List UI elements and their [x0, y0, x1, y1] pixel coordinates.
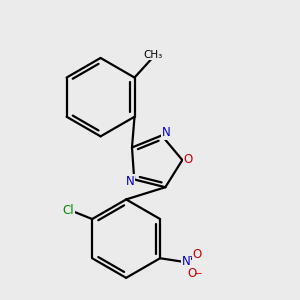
Text: N: N	[125, 175, 134, 188]
Text: O: O	[192, 248, 202, 261]
Text: N: N	[162, 126, 170, 139]
Text: −: −	[194, 269, 202, 279]
Text: O: O	[187, 267, 196, 280]
Text: +: +	[188, 252, 195, 261]
Text: Cl: Cl	[62, 204, 74, 217]
Text: CH₃: CH₃	[144, 50, 163, 60]
Text: N: N	[182, 255, 191, 268]
Text: O: O	[183, 153, 192, 166]
